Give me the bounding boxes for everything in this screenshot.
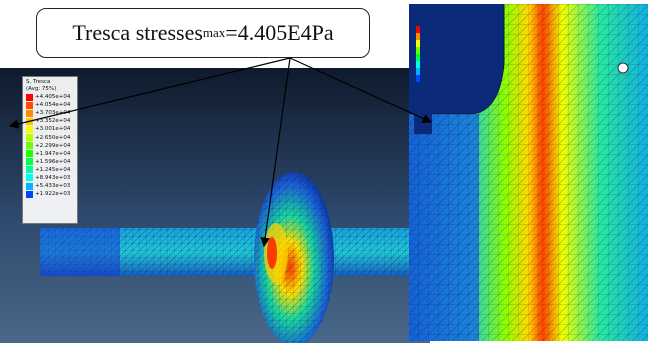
legend-entry: +1.922e+03 (26, 190, 77, 198)
legend-title-line1: S, Tresca (26, 79, 51, 85)
callout-value: =4.405E4Pa (225, 20, 334, 45)
right-viewport-panel (409, 4, 648, 341)
legend-swatch (26, 150, 33, 158)
legend-entry: +4.405e+04 (26, 93, 77, 101)
callout-text: Tresca stresses (72, 20, 203, 45)
legend-swatch (26, 182, 33, 190)
legend-label: +5.433e+03 (35, 183, 71, 190)
legend-entry: +1.245e+04 (26, 166, 77, 174)
legend-entry: +1.947e+04 (26, 150, 77, 158)
legend-label: +2.299e+04 (35, 142, 71, 149)
legend-label: +4.054e+04 (35, 102, 71, 109)
callout-subscript: max (202, 25, 226, 40)
legend-label: +8.943e+03 (35, 174, 71, 181)
legend-entry: +3.001e+04 (26, 125, 77, 133)
legend-entry: +1.596e+04 (26, 158, 77, 166)
legend-label: +1.947e+04 (35, 150, 71, 157)
legend-swatch (26, 125, 33, 133)
legend-swatch (26, 158, 33, 166)
legend-label: +3.352e+04 (35, 118, 71, 125)
legend-swatch (26, 109, 33, 117)
fillet-closeup-drawing (409, 4, 648, 341)
legend-swatch (26, 101, 33, 109)
legend-swatch (26, 166, 33, 174)
tresca-callout: Tresca stresses max =4.405E4Pa (36, 8, 370, 58)
legend-label: +1.245e+04 (35, 166, 71, 173)
legend-swatch (26, 190, 33, 198)
legend-label: +3.001e+04 (35, 126, 71, 133)
legend-title-line2: (Avg: 75%) (26, 86, 57, 92)
legend-label: +1.922e+03 (35, 191, 71, 198)
legend-label: +3.703e+04 (35, 110, 71, 117)
legend-entry: +3.352e+04 (26, 117, 77, 125)
legend-entry: +4.054e+04 (26, 101, 77, 109)
legend-entry: +5.433e+03 (26, 182, 77, 190)
legend-label: +4.405e+04 (35, 94, 71, 101)
stress-legend: S, Tresca (Avg: 75%) +4.405e+04 +4.054e+0… (22, 76, 78, 224)
legend-swatch (26, 93, 33, 101)
legend-title: S, Tresca (Avg: 75%) (26, 79, 77, 93)
legend-entry: +2.650e+04 (26, 133, 77, 142)
legend-rows: +4.405e+04 +4.054e+04 +3.703e+04 +3.352e+04… (23, 93, 77, 198)
legend-entry: +2.299e+04 (26, 142, 77, 150)
closeup-legend (414, 14, 432, 134)
legend-swatch (26, 174, 33, 182)
legend-entry: +8.943e+03 (26, 174, 77, 182)
legend-swatch (26, 117, 33, 125)
legend-swatch (26, 134, 33, 142)
legend-label: +2.650e+04 (35, 134, 71, 141)
legend-label: +1.596e+04 (35, 158, 71, 165)
closeup-legend-swatches (414, 14, 432, 134)
legend-entry: +3.703e+04 (26, 109, 77, 117)
legend-swatch (26, 142, 33, 150)
